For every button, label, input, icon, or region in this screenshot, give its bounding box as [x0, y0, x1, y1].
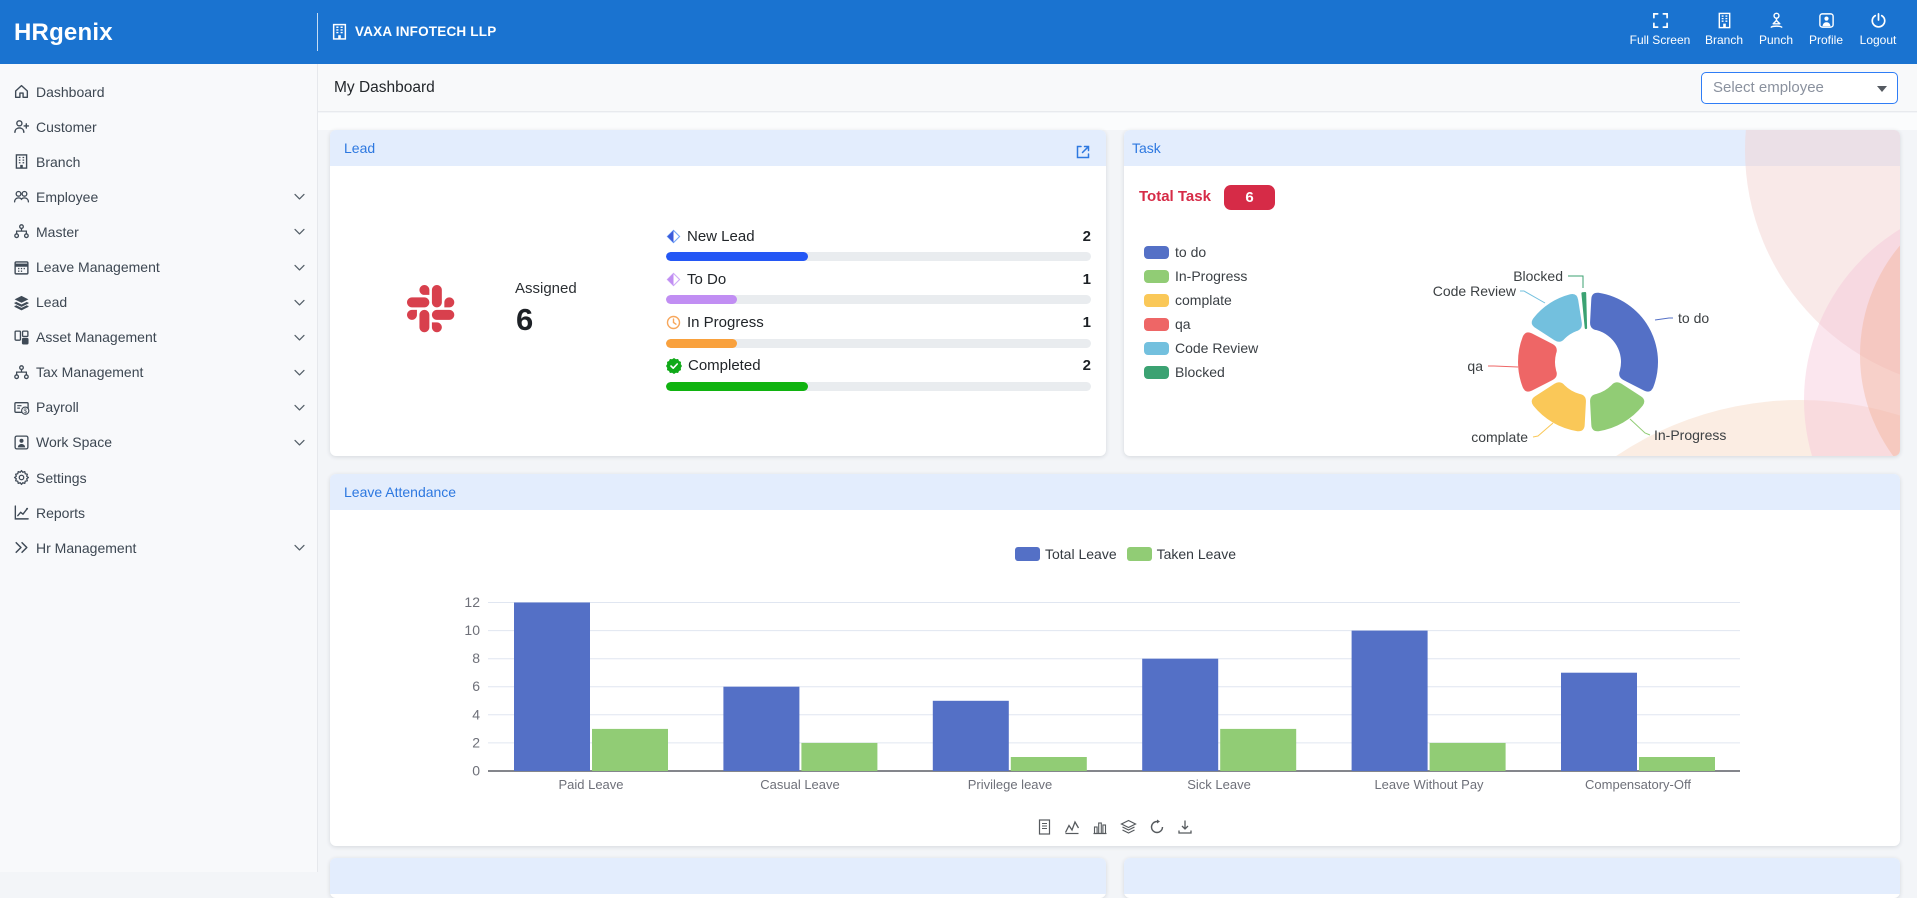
svg-text:Paid Leave: Paid Leave [558, 777, 623, 792]
svg-text:qa: qa [1467, 358, 1483, 374]
svg-text:8: 8 [472, 650, 480, 666]
svg-text:In-Progress: In-Progress [1654, 427, 1726, 443]
svg-text:Leave Without Pay: Leave Without Pay [1374, 777, 1484, 792]
svg-text:12: 12 [464, 594, 480, 610]
svg-text:Privilege leave: Privilege leave [968, 777, 1053, 792]
svg-text:10: 10 [464, 622, 480, 638]
svg-text:Casual Leave: Casual Leave [760, 777, 840, 792]
svg-text:Compensatory-Off: Compensatory-Off [1585, 777, 1691, 792]
svg-text:complate: complate [1471, 429, 1528, 445]
svg-text:2: 2 [472, 734, 480, 750]
svg-text:Blocked: Blocked [1513, 268, 1563, 284]
svg-text:0: 0 [472, 763, 480, 779]
svg-text:to do: to do [1678, 310, 1709, 326]
svg-text:$: $ [23, 408, 27, 415]
svg-text:6: 6 [472, 678, 480, 694]
svg-text:4: 4 [472, 706, 480, 722]
svg-text:Sick Leave: Sick Leave [1187, 777, 1251, 792]
svg-text:Code Review: Code Review [1433, 283, 1517, 299]
